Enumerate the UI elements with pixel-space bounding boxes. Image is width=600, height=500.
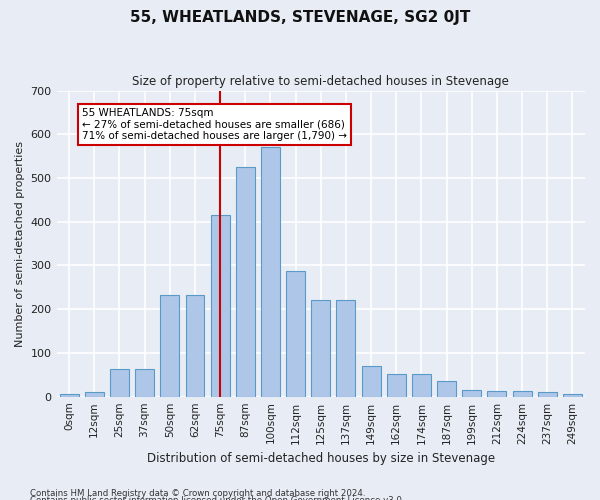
Bar	[185, 295, 205, 396]
Text: Contains public sector information licensed under the Open Government Licence v3: Contains public sector information licen…	[30, 496, 404, 500]
Bar	[538, 392, 557, 396]
Bar	[437, 381, 456, 396]
Y-axis label: Number of semi-detached properties: Number of semi-detached properties	[15, 140, 25, 346]
Bar	[160, 295, 179, 396]
Bar	[387, 374, 406, 396]
Bar	[362, 366, 380, 396]
Bar	[286, 271, 305, 396]
Bar	[337, 300, 355, 396]
Bar	[512, 390, 532, 396]
Text: 55, WHEATLANDS, STEVENAGE, SG2 0JT: 55, WHEATLANDS, STEVENAGE, SG2 0JT	[130, 10, 470, 25]
Bar	[487, 390, 506, 396]
Bar	[311, 300, 330, 396]
Bar	[236, 167, 255, 396]
Bar	[463, 390, 481, 396]
Bar	[59, 394, 79, 396]
Title: Size of property relative to semi-detached houses in Stevenage: Size of property relative to semi-detach…	[133, 75, 509, 88]
Text: Contains HM Land Registry data © Crown copyright and database right 2024.: Contains HM Land Registry data © Crown c…	[30, 488, 365, 498]
Bar	[110, 369, 129, 396]
Bar	[135, 369, 154, 396]
Text: 55 WHEATLANDS: 75sqm
← 27% of semi-detached houses are smaller (686)
71% of semi: 55 WHEATLANDS: 75sqm ← 27% of semi-detac…	[82, 108, 347, 141]
Bar	[85, 392, 104, 396]
Bar	[563, 394, 582, 396]
Bar	[211, 215, 230, 396]
X-axis label: Distribution of semi-detached houses by size in Stevenage: Distribution of semi-detached houses by …	[147, 452, 495, 465]
Bar	[261, 148, 280, 396]
Bar	[412, 374, 431, 396]
